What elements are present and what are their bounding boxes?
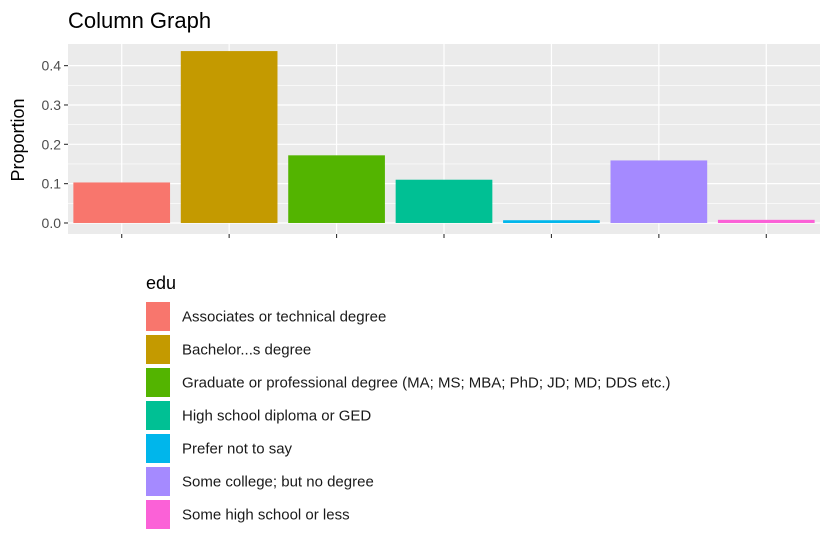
legend-label: Some high school or less bbox=[182, 507, 350, 524]
bar bbox=[395, 179, 493, 223]
y-tick-label: 0.0 bbox=[42, 215, 62, 231]
legend-label: Prefer not to say bbox=[182, 441, 293, 458]
y-tick-label: 0.3 bbox=[42, 97, 62, 113]
legend-key bbox=[146, 368, 170, 397]
y-tick-label: 0.1 bbox=[42, 176, 62, 192]
bar bbox=[180, 51, 278, 223]
legend-key bbox=[146, 434, 170, 463]
y-tick-label: 0.2 bbox=[42, 136, 62, 152]
bar bbox=[503, 220, 600, 223]
legend-label: Associates or technical degree bbox=[182, 309, 386, 326]
legend-title: edu bbox=[146, 273, 176, 293]
legend-key bbox=[146, 335, 170, 364]
bars-group bbox=[73, 51, 815, 223]
legend-items: Associates or technical degree Bachelor..… bbox=[146, 302, 671, 529]
legend-label: Bachelor...s degree bbox=[182, 342, 311, 359]
chart-title: Column Graph bbox=[68, 8, 211, 33]
y-axis-title: Proportion bbox=[8, 98, 28, 181]
bar bbox=[610, 160, 708, 223]
legend-key bbox=[146, 467, 170, 496]
legend-label: High school diploma or GED bbox=[182, 408, 371, 425]
x-axis bbox=[121, 234, 767, 238]
y-tick-label: 0.4 bbox=[42, 58, 62, 74]
bar bbox=[288, 155, 385, 223]
legend-key bbox=[146, 500, 170, 529]
legend-key bbox=[146, 401, 170, 430]
y-axis: 0.0 0.1 0.2 0.3 0.4 bbox=[42, 58, 68, 231]
legend-key bbox=[146, 302, 170, 331]
bar bbox=[73, 182, 171, 223]
legend-label: Graduate or professional degree (MA; MS;… bbox=[182, 375, 671, 392]
legend: edu Associates or technical degree Bachel… bbox=[146, 273, 671, 529]
legend-label: Some college; but no degree bbox=[182, 474, 374, 491]
bar bbox=[717, 219, 815, 223]
